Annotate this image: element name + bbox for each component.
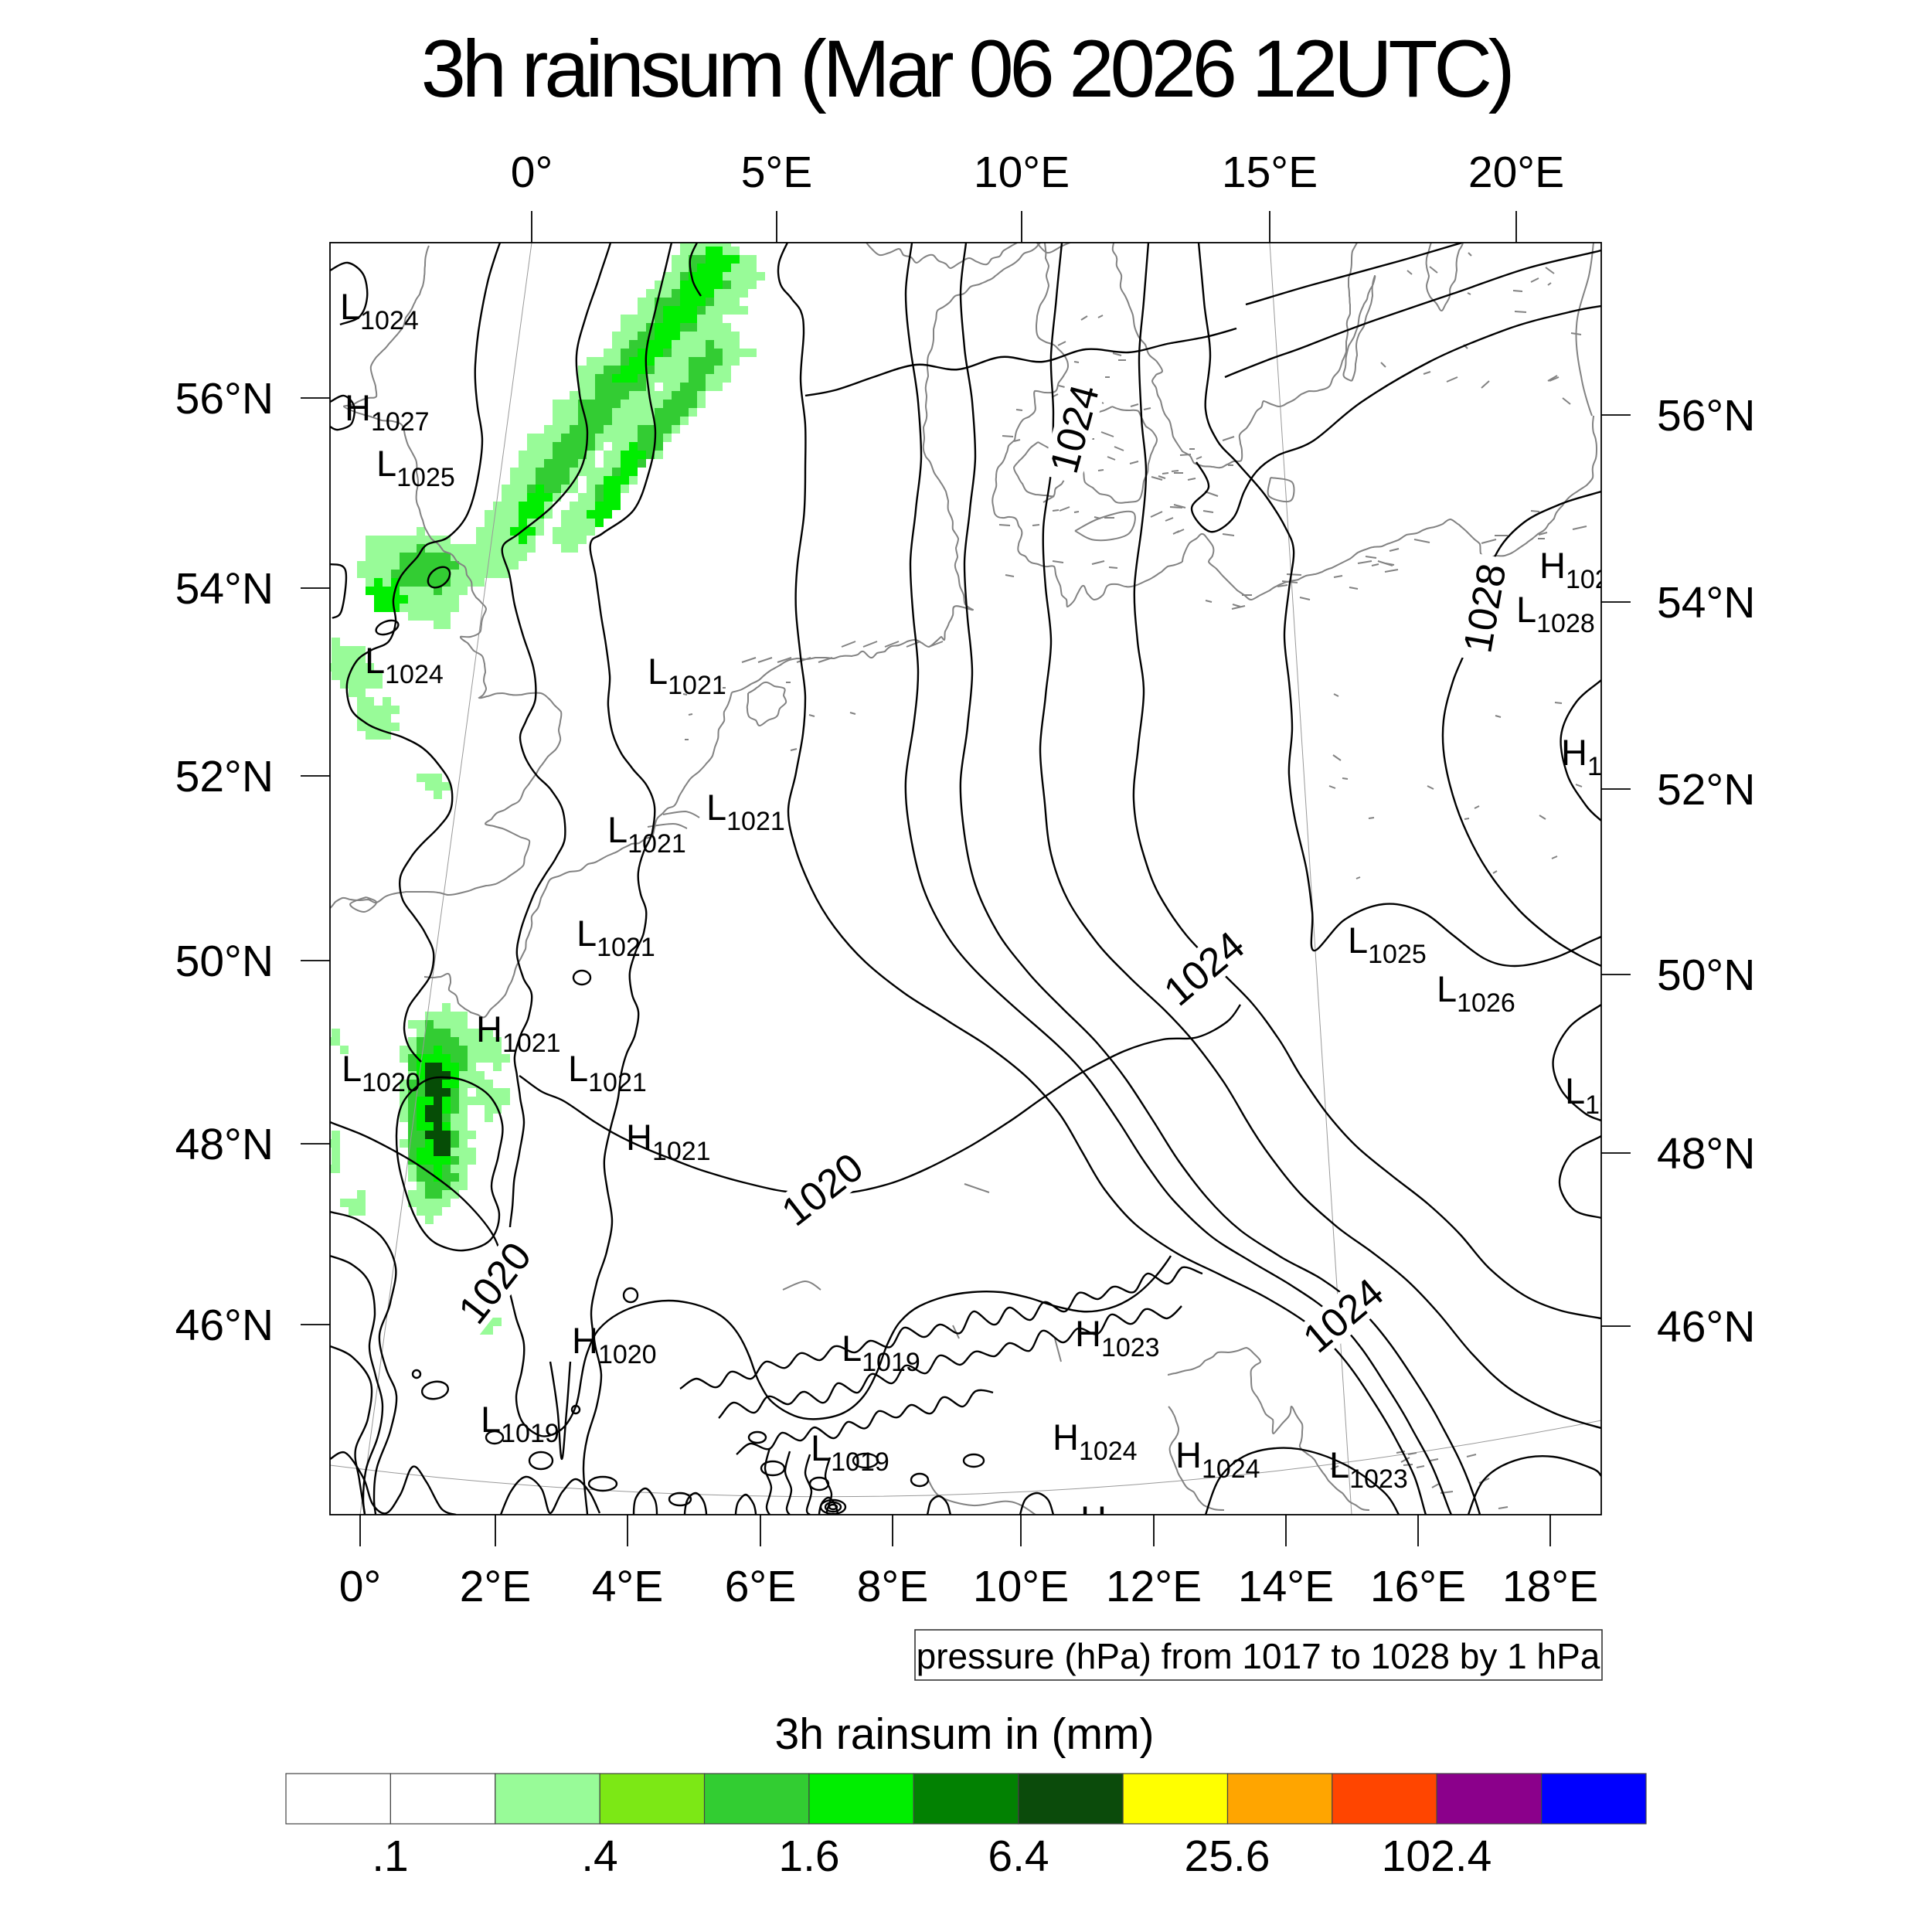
svg-text:2°E: 2°E [460, 1562, 532, 1611]
svg-text:0°: 0° [511, 148, 553, 197]
svg-text:L1021: L1021 [706, 787, 785, 836]
svg-text:14°E: 14°E [1238, 1562, 1334, 1611]
svg-text:0°: 0° [339, 1562, 382, 1611]
svg-text:46°N: 46°N [1657, 1302, 1755, 1352]
svg-text:52°N: 52°N [175, 752, 274, 801]
svg-text:4°E: 4°E [592, 1562, 664, 1611]
svg-text:1.6: 1.6 [778, 1832, 839, 1881]
svg-text:56°N: 56°N [1657, 391, 1755, 440]
svg-text:56°N: 56°N [175, 374, 274, 423]
svg-text:12°E: 12°E [1106, 1562, 1202, 1611]
svg-text:H1023: H1023 [1075, 1313, 1160, 1362]
svg-text:3h rainsum (Mar 06 2026 12UTC): 3h rainsum (Mar 06 2026 12UTC) [421, 24, 1512, 114]
svg-text:10°E: 10°E [974, 148, 1070, 197]
svg-text:15°E: 15°E [1222, 148, 1318, 197]
svg-text:25.6: 25.6 [1185, 1832, 1270, 1881]
svg-text:102.4: 102.4 [1382, 1832, 1492, 1881]
svg-text:54°N: 54°N [1657, 578, 1755, 628]
svg-text:46°N: 46°N [175, 1301, 274, 1350]
svg-text:50°N: 50°N [1657, 951, 1755, 1000]
svg-text:H1024: H1024 [1053, 1417, 1138, 1466]
svg-text:50°N: 50°N [175, 937, 274, 986]
svg-text:20°E: 20°E [1468, 148, 1564, 197]
svg-text:3h rainsum in (mm): 3h rainsum in (mm) [775, 1709, 1155, 1759]
svg-text:pressure (hPa) from 1017 to 10: pressure (hPa) from 1017 to 1028 by 1 hP… [917, 1636, 1600, 1676]
svg-text:48°N: 48°N [175, 1120, 274, 1169]
svg-text:52°N: 52°N [1657, 765, 1755, 815]
svg-text:54°N: 54°N [175, 564, 274, 614]
svg-text:18°E: 18°E [1502, 1562, 1598, 1611]
svg-text:6°E: 6°E [725, 1562, 797, 1611]
svg-text:8°E: 8°E [857, 1562, 929, 1611]
svg-text:16°E: 16°E [1370, 1562, 1466, 1611]
svg-text:.1: .1 [372, 1832, 409, 1881]
svg-text:48°N: 48°N [1657, 1129, 1755, 1179]
svg-text:6.4: 6.4 [988, 1832, 1049, 1881]
svg-text:.4: .4 [581, 1832, 618, 1881]
svg-text:10°E: 10°E [973, 1562, 1069, 1611]
svg-text:5°E: 5°E [741, 148, 813, 197]
